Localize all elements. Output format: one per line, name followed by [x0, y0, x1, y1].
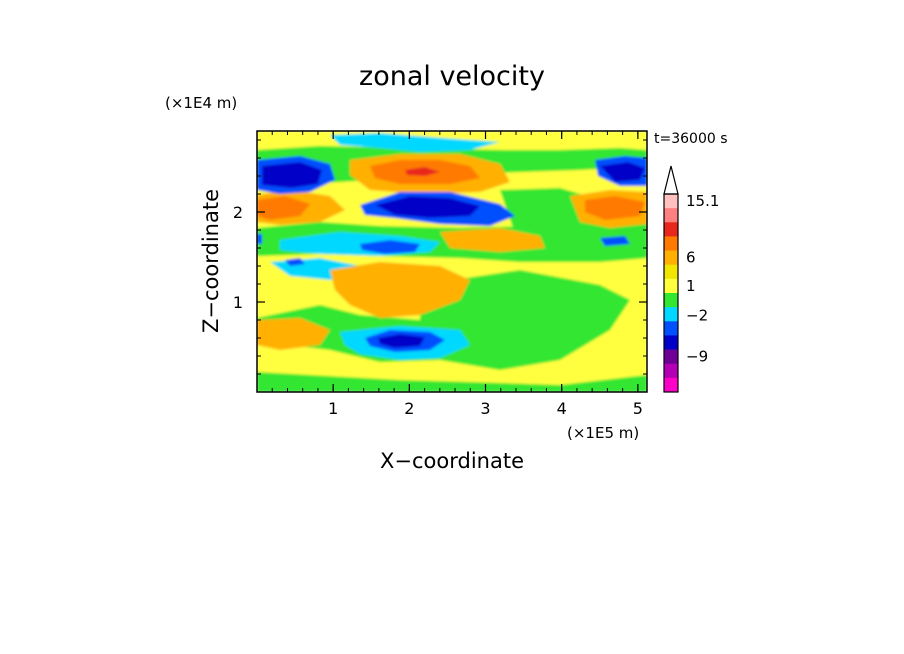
time-label: t=36000 s — [654, 131, 728, 147]
colorbar-frame — [663, 193, 679, 393]
colorbar-swatch — [664, 236, 678, 251]
colorbar-swatch — [664, 293, 678, 308]
colorbar-extend-arrow — [663, 165, 679, 195]
x-tick-label: 5 — [633, 399, 643, 418]
field-band-blue-mid — [360, 240, 420, 254]
field-band-cyan-top — [330, 133, 500, 152]
field-core-navy-center — [375, 196, 480, 218]
y-scale-note: (×1E4 m) — [165, 94, 237, 112]
colorbar-swatch — [664, 208, 678, 223]
colorbar: 15.1 6 1 −2 −9 — [663, 165, 719, 393]
colorbar-swatch — [664, 335, 678, 350]
y-axis: 12 — [233, 139, 647, 375]
colorbar-swatch — [664, 377, 678, 393]
field-core-red-top — [405, 167, 440, 176]
contour-field — [257, 131, 647, 392]
colorbar-swatch — [664, 349, 678, 365]
x-scale-note: (×1E5 m) — [567, 424, 639, 442]
plot-frame — [256, 130, 648, 393]
colorbar-swatch — [664, 278, 678, 294]
colorbar-label: 15.1 — [686, 192, 719, 210]
colorbar-swatch — [664, 264, 678, 280]
field-band-orange-lower-left — [257, 318, 330, 350]
colorbar-swatch — [664, 194, 678, 209]
x-tick-label: 3 — [480, 399, 490, 418]
colorbar-label: 6 — [686, 249, 696, 267]
field-band-orange-lower — [330, 262, 470, 318]
colorbar-swatch — [664, 250, 678, 266]
x-tick-label: 4 — [557, 399, 567, 418]
field-band-blue-small-2 — [600, 236, 630, 246]
field-core-navy-lower — [378, 334, 425, 348]
field-band-red-left — [257, 196, 310, 220]
field-band-blue-small-1 — [285, 258, 305, 266]
colorbar-swatch — [664, 222, 678, 237]
field-core-navy-left — [262, 162, 322, 188]
colorbar-label: −9 — [686, 348, 708, 366]
y-tick-label: 1 — [233, 293, 243, 312]
x-axis: 1 2 3 4 5 — [271, 131, 643, 418]
x-tick-label: 2 — [404, 399, 414, 418]
colorbar-label: 1 — [686, 277, 696, 295]
field-band-red-right — [585, 196, 645, 220]
colorbar-label: −2 — [686, 307, 708, 325]
x-tick-label: 1 — [328, 399, 338, 418]
chart-title: zonal velocity — [359, 61, 545, 92]
colorbar-swatch — [664, 363, 678, 379]
field-band-blue-small-3 — [257, 234, 262, 244]
colorbar-swatch — [664, 321, 678, 336]
x-axis-label: X−coordinate — [380, 449, 524, 473]
field-core-navy-right — [600, 162, 645, 182]
field-band-green-lower — [257, 372, 647, 392]
y-tick-label: 2 — [233, 203, 243, 222]
field-band-orange-center — [440, 228, 545, 252]
colorbar-swatch — [664, 307, 678, 322]
y-axis-label: Z−coordinate — [199, 189, 223, 333]
